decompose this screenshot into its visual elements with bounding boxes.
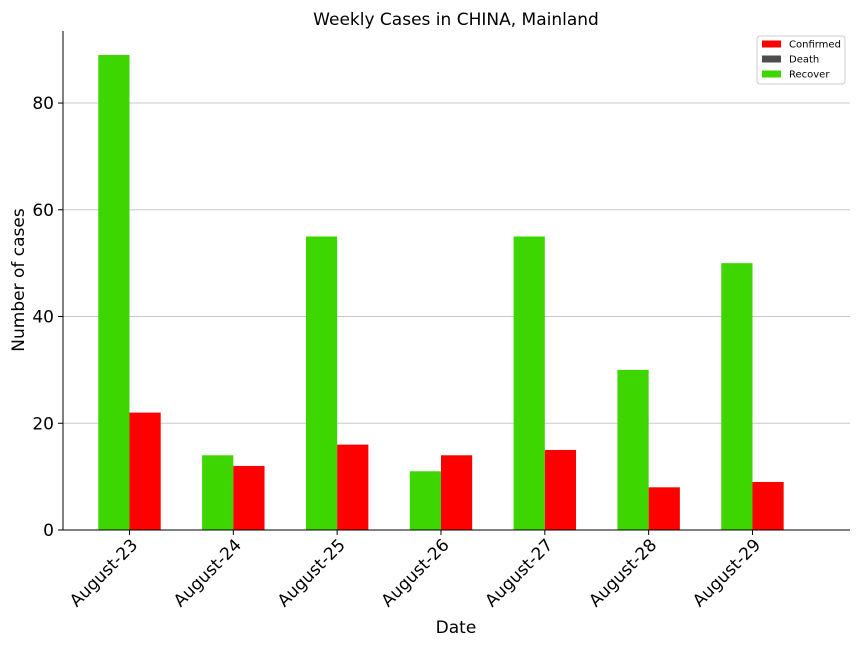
y-tick-label: 80 [32, 94, 54, 114]
y-tick-label: 0 [43, 521, 54, 541]
bar-recover [721, 263, 753, 530]
bar-confirmed [544, 449, 577, 530]
y-tick-labels: 0 20 40 60 80 [32, 94, 63, 541]
bar-confirmed [648, 487, 680, 530]
x-tick-label: August-26 [378, 535, 454, 611]
bars [98, 55, 784, 530]
bar-recover [305, 236, 338, 530]
x-tick-label: August-25 [274, 535, 350, 611]
bar-confirmed [752, 481, 784, 530]
axes [62, 31, 850, 531]
legend-swatch-death [762, 55, 781, 63]
chart-title: Weekly Cases in CHINA, Mainland [313, 10, 599, 30]
grid [63, 102, 850, 424]
y-tick-label: 40 [32, 308, 54, 328]
legend-label-death: Death [789, 55, 819, 66]
bar-confirmed [337, 444, 369, 530]
bar-recover [617, 369, 649, 530]
x-tick-labels: August-23 August-24 August-25 August-26 Augu… [66, 530, 765, 611]
legend-swatch-confirmed [762, 40, 781, 48]
x-tick-label: August-24 [170, 535, 246, 611]
bar-recover [409, 471, 441, 530]
x-tick-label: August-27 [482, 535, 558, 611]
bar-confirmed [440, 455, 473, 530]
x-tick-label: August-29 [689, 535, 765, 611]
bar-recover [513, 236, 545, 530]
legend-label-confirmed: Confirmed [789, 40, 841, 51]
bar-confirmed [233, 465, 265, 530]
x-axis-label: Date [436, 618, 477, 638]
y-tick-label: 60 [32, 201, 54, 221]
y-tick-label: 20 [32, 414, 54, 434]
legend-swatch-recover [762, 70, 781, 78]
legend-label-recover: Recover [789, 70, 830, 81]
bar-confirmed [129, 412, 161, 530]
bar-recover [98, 55, 130, 530]
legend: Confirmed Death Recover [756, 35, 846, 85]
x-tick-label: August-28 [585, 535, 661, 611]
bar-recover [202, 455, 234, 530]
y-axis-label: Number of cases [9, 208, 29, 352]
x-tick-label: August-23 [66, 535, 142, 611]
